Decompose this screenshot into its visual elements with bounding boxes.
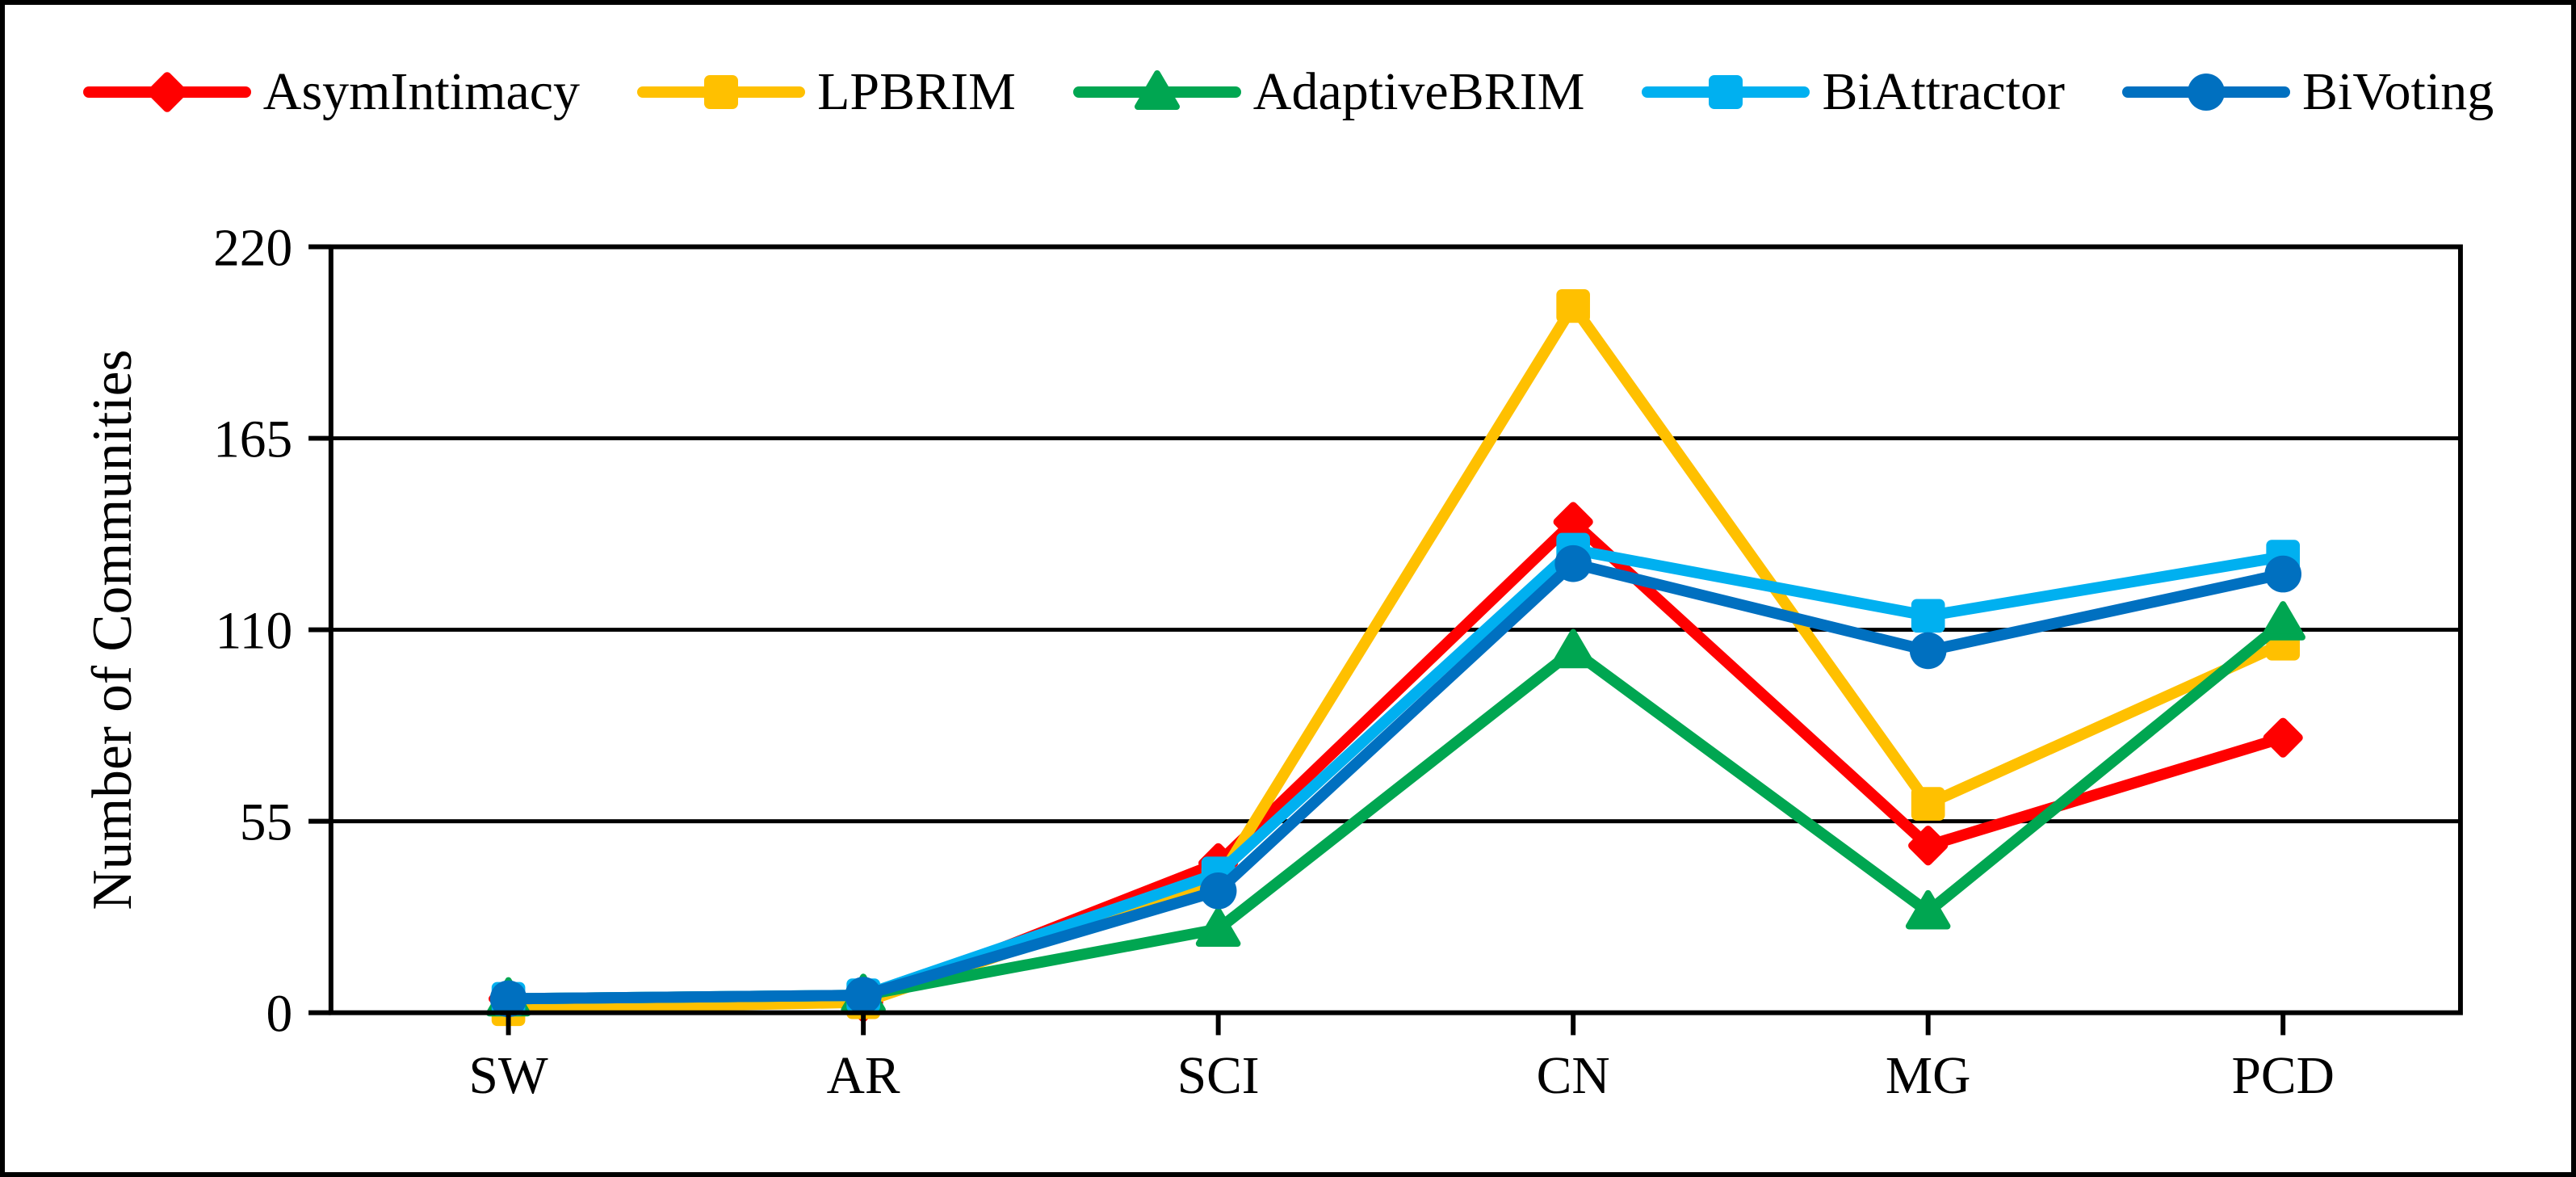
legend-label: AsymIntimacy [262, 62, 581, 121]
circle-marker [489, 980, 527, 1018]
diamond-marker [1908, 826, 1949, 866]
x-tick-label: SW [469, 1047, 548, 1105]
y-tick-label: 55 [240, 794, 292, 852]
legend-item-BiAttractor: BiAttractor [1641, 63, 2065, 121]
y-tick-label: 220 [213, 219, 292, 277]
diamond-marker [146, 72, 187, 112]
data-series [485, 288, 2305, 1027]
line-chart: 0 55 110 165 220 SW AR SCI CN MG PCD Number of Com… [82, 219, 2463, 1105]
x-tick-label: PCD [2232, 1047, 2335, 1105]
chart-legend: AsymIntimacy LPBRIM AdaptiveBRIM BiAttracto… [5, 63, 2571, 121]
y-axis-title: Number of Communities [82, 350, 144, 910]
legend-label: BiVoting [2302, 62, 2494, 121]
circle-marker [2188, 74, 2226, 111]
square-marker [1556, 288, 1590, 323]
series-line-BiVoting [502, 557, 2289, 1005]
circle-marker [845, 977, 882, 1014]
x-tick-label: SCI [1177, 1047, 1260, 1105]
circle-marker [1554, 544, 1592, 582]
triangle-marker [1905, 889, 1951, 930]
square-marker [1911, 599, 1945, 633]
circle-marker [2264, 555, 2301, 593]
series-line-AdaptiveBRIM [502, 617, 2289, 1005]
triangle-marker [2260, 601, 2305, 641]
triangle-marker [1134, 70, 1180, 110]
legend-label: LPBRIM [817, 62, 1016, 121]
legend-key-BiVoting [2122, 74, 2291, 111]
square-marker [704, 75, 739, 109]
legend-key-LPBRIM [637, 75, 806, 109]
diamond-marker [2263, 717, 2303, 758]
x-tick-label: CN [1537, 1047, 1610, 1105]
series-LPBRIM [491, 288, 2301, 1027]
square-marker [1709, 75, 1743, 109]
triangle-marker [1550, 628, 1596, 669]
legend-item-LPBRIM: LPBRIM [636, 63, 1016, 121]
legend-label: BiAttractor [1822, 62, 2066, 121]
axis-tick-labels: 0 55 110 165 220 SW AR SCI CN MG PCD [213, 219, 2335, 1104]
series-BiAttractor [491, 532, 2301, 1016]
series-line-BiAttractor [502, 544, 2289, 1005]
legend-label: AdaptiveBRIM [1252, 62, 1585, 121]
legend-item-AsymIntimacy: AsymIntimacy [82, 63, 580, 121]
square-marker [1911, 787, 1945, 821]
y-tick-label: 165 [213, 410, 292, 469]
triangle-marker [1195, 907, 1241, 948]
circle-marker [1909, 632, 1947, 670]
x-tick-label: MG [1886, 1047, 1970, 1105]
legend-key-AsymIntimacy [82, 72, 251, 112]
legend-key-AdaptiveBRIM [1072, 70, 1241, 110]
legend-item-AdaptiveBRIM: AdaptiveBRIM [1072, 62, 1585, 121]
axis-ticks [308, 244, 2286, 1036]
gridlines [330, 245, 2461, 1015]
series-line-LPBRIM [502, 300, 2289, 1015]
y-tick-label: 110 [216, 602, 293, 660]
diamond-marker [1553, 502, 1593, 542]
series-BiVoting [489, 544, 2301, 1018]
x-tick-label: AR [827, 1047, 900, 1105]
legend-key-BiAttractor [1642, 75, 1810, 109]
circle-marker [1199, 872, 1237, 910]
legend-item-BiVoting: BiVoting [2121, 63, 2494, 121]
y-tick-label: 0 [266, 986, 293, 1044]
